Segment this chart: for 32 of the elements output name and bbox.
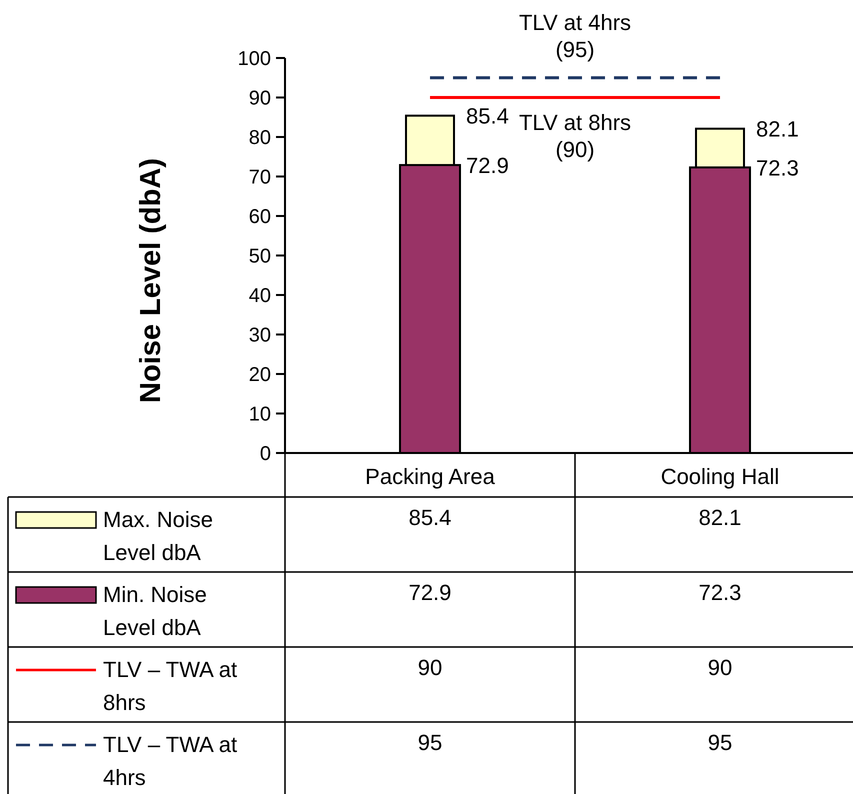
data-label: 95 <box>708 730 732 755</box>
legend-label: TLV – TWA at 8hrs <box>103 657 238 715</box>
y-tick-label: 0 <box>260 443 271 465</box>
legend-label: TLV – TWA at 4hrs <box>103 732 238 790</box>
y-tick-label: 40 <box>248 285 271 307</box>
data-label: 72.3 <box>698 580 742 605</box>
y-tick-label: 60 <box>248 206 271 228</box>
y-tick-label: 100 <box>238 48 271 70</box>
legend-label: Max. Noise Level dbA <box>103 507 214 565</box>
y-tick-label: 50 <box>248 246 271 268</box>
legend-label: Min. Noise Level dbA <box>103 582 207 640</box>
annotation: TLV at 4hrs (95) <box>518 10 632 62</box>
x-tick-label: Cooling Hall <box>660 464 780 489</box>
y-tick-label: 90 <box>248 88 271 110</box>
y-tick-label: 80 <box>248 127 271 149</box>
data-label: 90 <box>418 655 442 680</box>
data-label: 95 <box>418 730 442 755</box>
annotation: 82.1 <box>756 116 799 142</box>
y-axis-title: Noise Level (dbA) <box>135 158 167 403</box>
x-tick-label: Packing Area <box>365 464 496 489</box>
annotation: TLV at 8hrs (90) <box>518 110 632 162</box>
data-label: 72.9 <box>408 580 452 605</box>
y-tick-label: 20 <box>248 364 271 386</box>
y-tick-label: 30 <box>248 324 271 346</box>
annotation: 72.3 <box>756 155 799 180</box>
annotation: 85.4 <box>466 104 509 129</box>
data-label: 90 <box>708 655 732 680</box>
data-label: 85.4 <box>408 505 452 530</box>
y-tick-label: 70 <box>248 166 271 188</box>
y-tick-label: 10 <box>248 404 271 426</box>
annotation: 72.9 <box>466 153 509 178</box>
data-label: 82.1 <box>698 505 742 530</box>
